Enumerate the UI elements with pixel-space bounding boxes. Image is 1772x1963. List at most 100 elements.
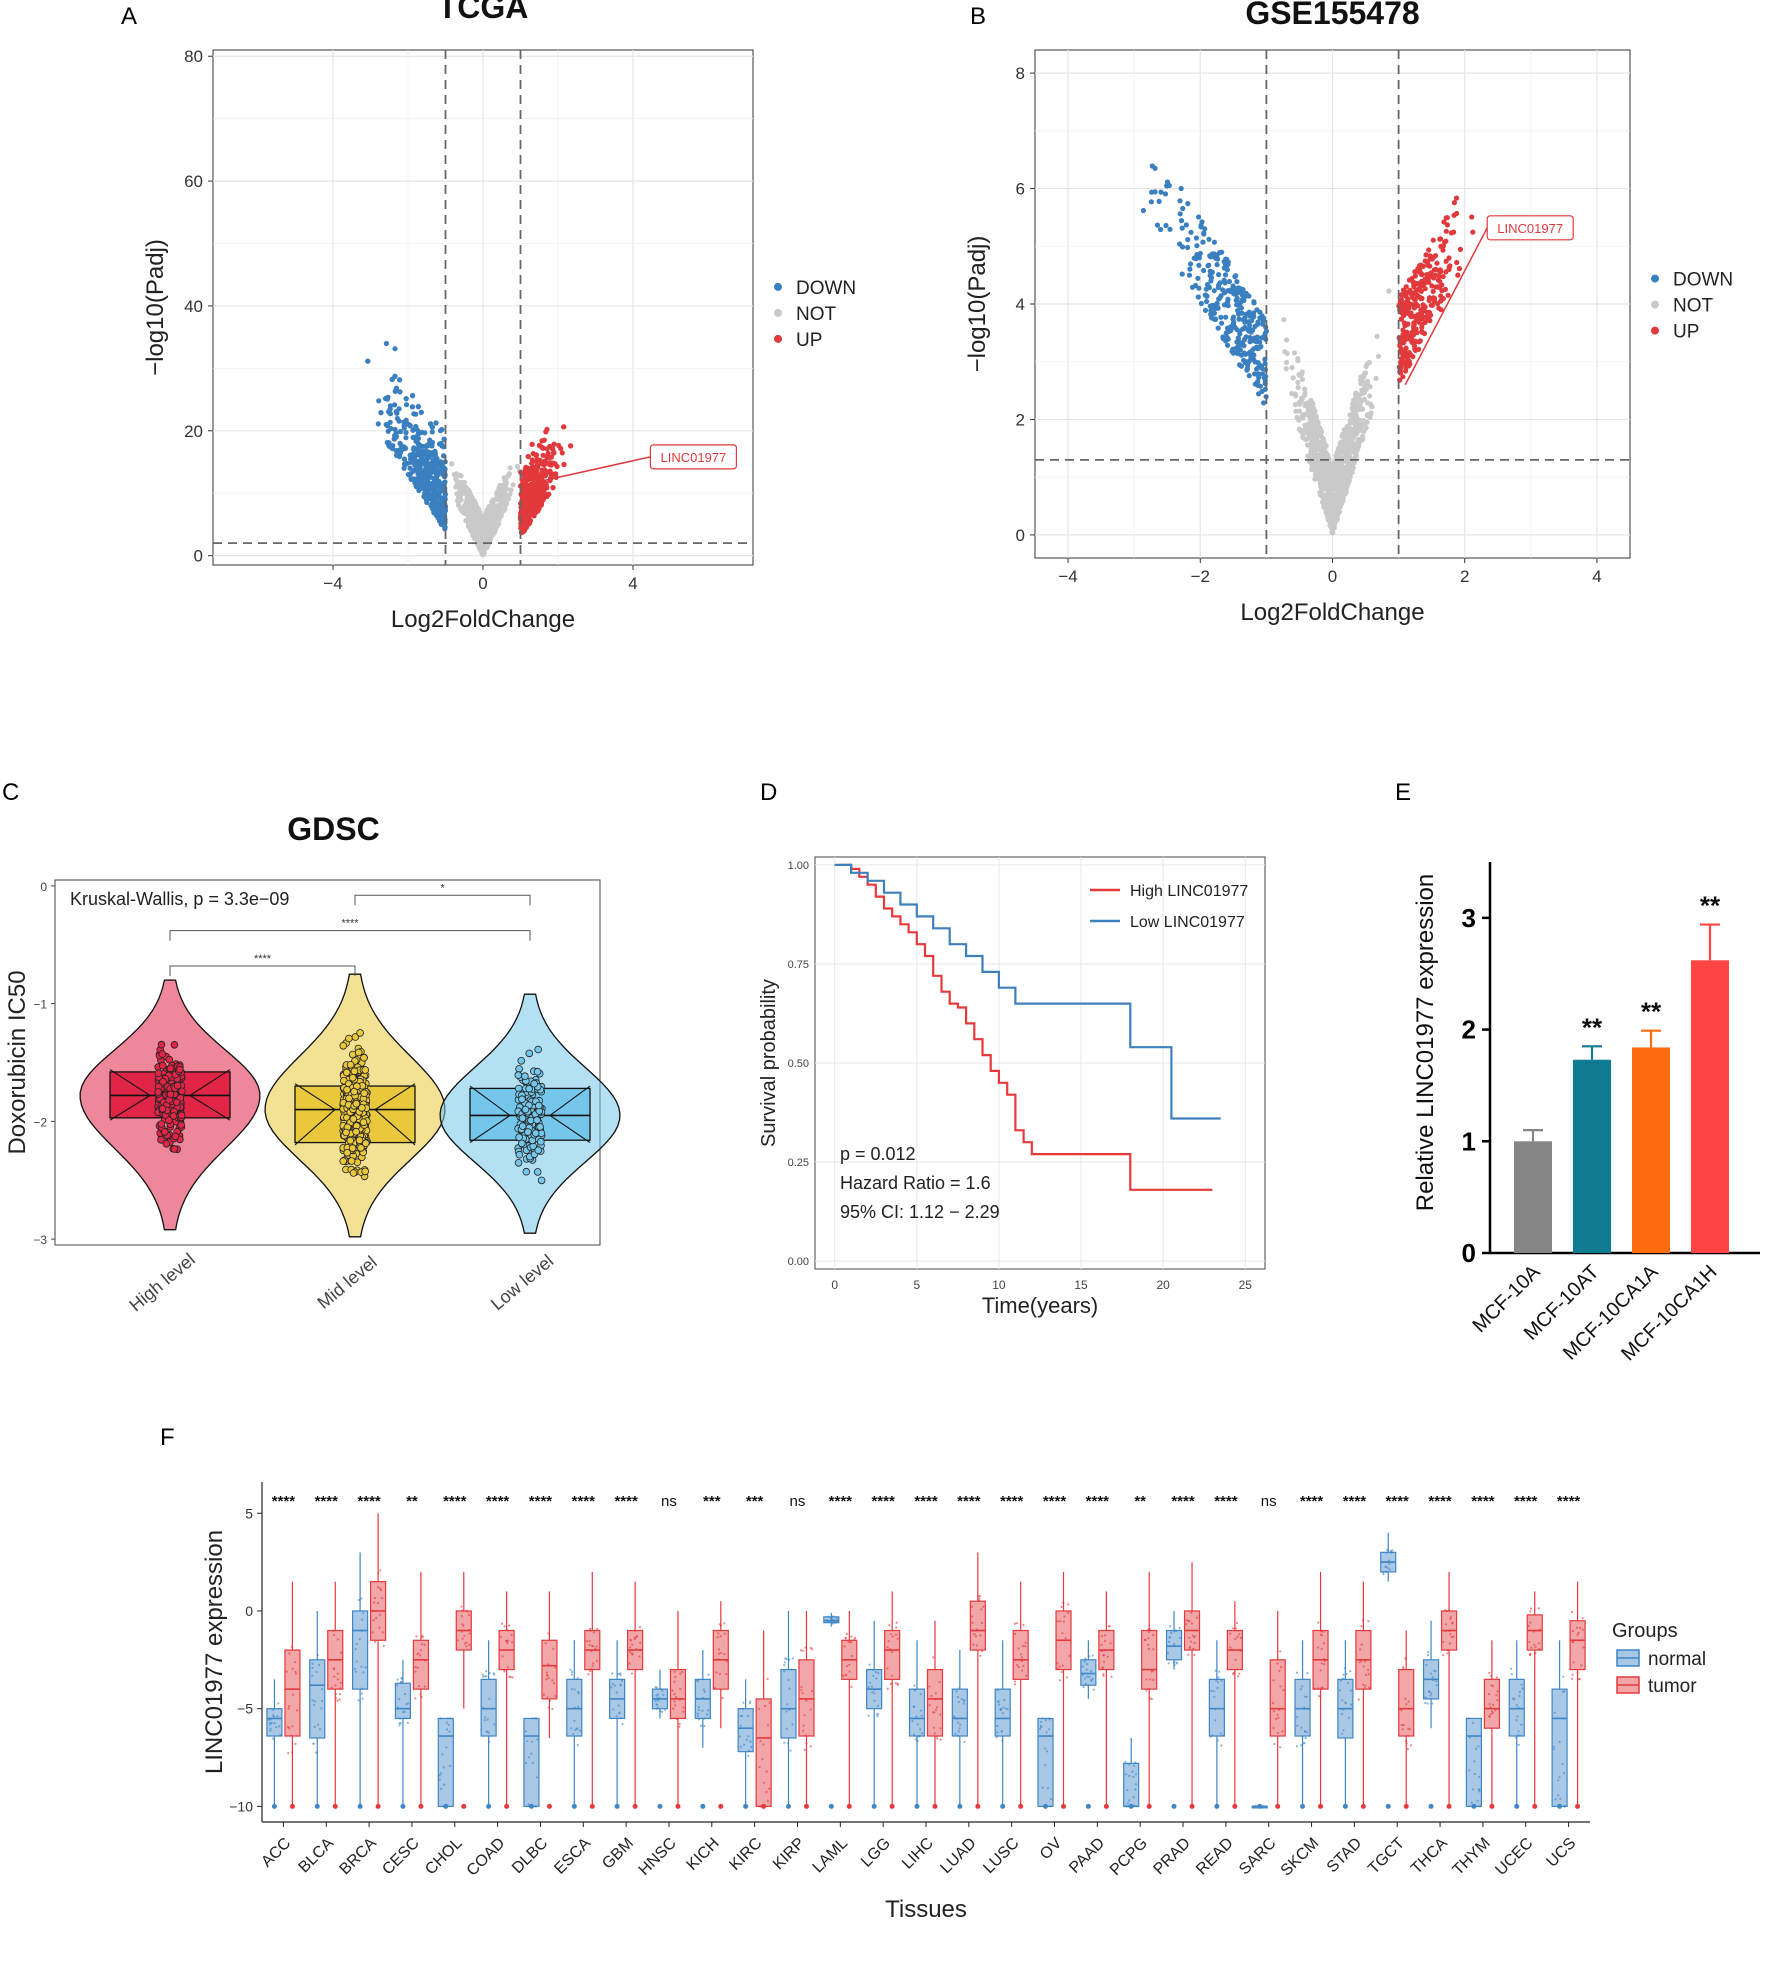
scatter-point	[1284, 337, 1290, 343]
jitter-point	[361, 1167, 370, 1176]
jitter-point	[537, 1176, 546, 1185]
scatter-point	[1185, 244, 1191, 251]
normal-box	[309, 1659, 326, 1739]
normal-outlier	[486, 1803, 492, 1809]
y-tick-label: 2	[1016, 410, 1025, 429]
scatter-point	[1225, 261, 1231, 268]
normal-point	[311, 1666, 314, 1670]
x-axis-label: Log2FoldChange	[1240, 599, 1424, 626]
scatter-point	[392, 373, 398, 379]
scatter-point	[543, 429, 549, 435]
scatter-point	[1309, 466, 1315, 472]
tumor-point	[340, 1651, 343, 1654]
scatter-point	[429, 429, 435, 435]
scatter-point	[1345, 466, 1351, 472]
jitter-point	[534, 1045, 542, 1054]
scatter-point	[1405, 298, 1411, 304]
scatter-point	[402, 462, 408, 468]
scatter-point	[460, 509, 466, 515]
scatter-point	[496, 520, 502, 527]
scatter-point	[1251, 310, 1257, 316]
scatter-point	[1223, 302, 1229, 308]
scatter-point	[1409, 276, 1415, 282]
normal-point	[320, 1707, 323, 1710]
tumor-point	[507, 1639, 510, 1642]
scatter-point	[539, 469, 546, 475]
scatter-point	[529, 441, 535, 447]
scatter-point	[1196, 262, 1202, 268]
tumor-point	[338, 1698, 341, 1701]
scatter-point	[389, 445, 396, 452]
tumor-point	[547, 1677, 550, 1680]
scatter-point	[1432, 253, 1439, 259]
tumor-point	[501, 1622, 504, 1625]
normal-point	[531, 1717, 535, 1720]
jitter-point	[348, 1144, 357, 1152]
scatter-point	[453, 483, 459, 489]
normal-point	[440, 1772, 443, 1775]
panel-letter: F	[160, 1424, 175, 1451]
scatter-point	[533, 452, 539, 459]
scatter-point	[551, 441, 557, 447]
scatter-point	[1246, 373, 1252, 379]
jitter-point	[170, 1145, 179, 1153]
scatter-point	[484, 528, 491, 534]
normal-point	[313, 1725, 316, 1728]
jitter-point	[533, 1067, 542, 1076]
scatter-point	[1222, 272, 1229, 278]
scatter-point	[1337, 470, 1344, 477]
jitter-points	[339, 1029, 371, 1181]
tumor-point	[381, 1597, 384, 1600]
normal-point	[312, 1742, 315, 1745]
tumor-point	[330, 1686, 333, 1689]
scatter-point	[521, 509, 527, 515]
tumor-point	[296, 1709, 299, 1712]
normal-point	[361, 1697, 364, 1700]
jitter-point	[518, 1095, 526, 1103]
scatter-point	[1232, 324, 1238, 330]
normal-point	[536, 1738, 539, 1741]
x-tick-label: −4	[1058, 567, 1077, 586]
scatter-point	[436, 494, 443, 500]
normal-point	[530, 1752, 533, 1755]
normal-point	[318, 1663, 321, 1666]
y-tick-label: 0	[40, 880, 47, 894]
scatter-point	[1232, 285, 1238, 291]
scatter-point	[1438, 269, 1444, 275]
scatter-point	[1398, 316, 1404, 322]
tumor-point	[287, 1752, 290, 1755]
scatter-point	[430, 450, 436, 456]
tumor-point	[290, 1645, 293, 1648]
scatter-point	[1152, 165, 1158, 171]
legend-label: High LINC01977	[1130, 883, 1248, 900]
scatter-point	[415, 404, 421, 410]
scatter-point	[423, 473, 429, 479]
tumor-point	[466, 1610, 469, 1613]
x-tick-label: Low level	[487, 1251, 557, 1315]
scatter-point	[412, 457, 418, 463]
scatter-point	[1209, 269, 1215, 275]
significance-bracket	[169, 930, 531, 941]
scatter-point	[1206, 236, 1212, 242]
significance-label: ****	[272, 1493, 296, 1510]
scatter-point	[365, 358, 371, 364]
normal-point	[448, 1764, 451, 1767]
scatter-point	[1215, 282, 1222, 288]
scatter-point	[1309, 413, 1315, 419]
scatter-point	[522, 468, 529, 474]
scatter-point	[529, 484, 536, 490]
scatter-point	[1429, 283, 1435, 289]
scatter-point	[1255, 379, 1261, 385]
scatter-point	[427, 481, 433, 487]
scatter-point	[1428, 312, 1434, 318]
scatter-point	[540, 461, 546, 467]
scatter-point	[1238, 305, 1244, 311]
tumor-outlier	[332, 1803, 338, 1809]
scatter-point	[1231, 319, 1237, 325]
jitter-point	[534, 1146, 542, 1154]
scatter-point	[459, 480, 465, 486]
scatter-point	[1201, 267, 1207, 274]
normal-point	[311, 1674, 314, 1677]
tumor-point	[546, 1696, 549, 1699]
scatter-point	[1295, 384, 1301, 391]
